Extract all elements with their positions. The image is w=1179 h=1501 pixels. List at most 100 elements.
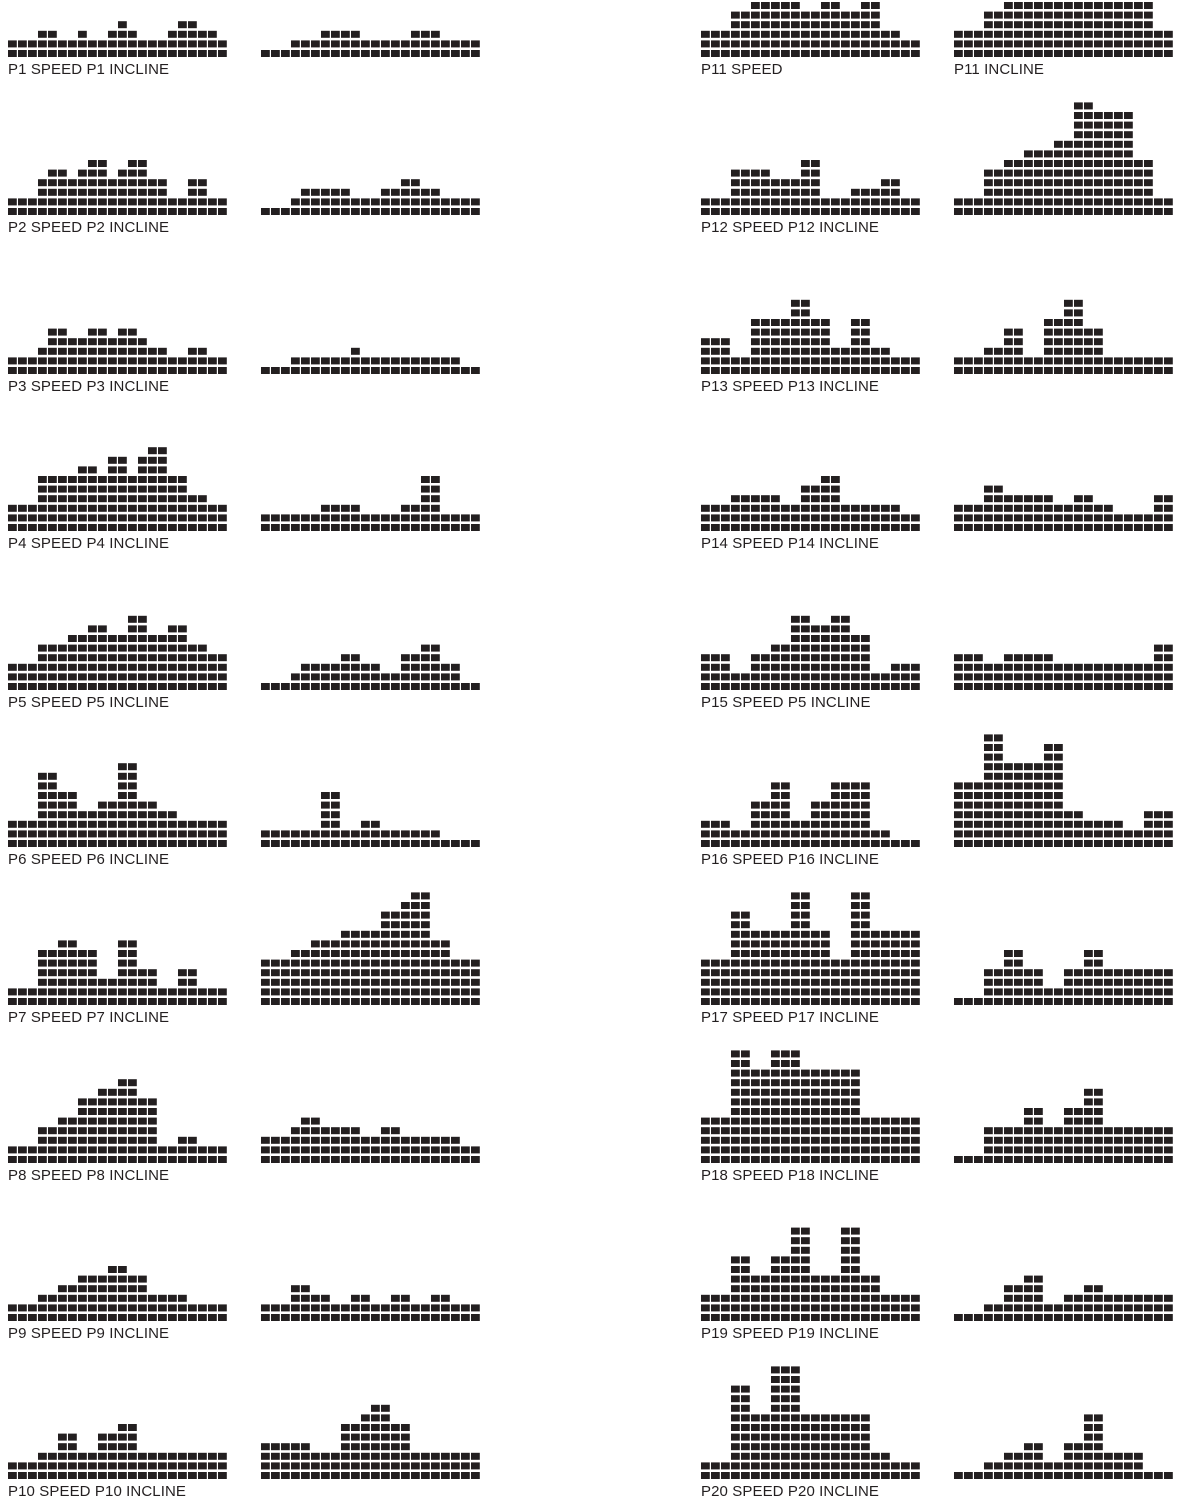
speed-cell bbox=[28, 1462, 37, 1470]
speed-cell bbox=[911, 357, 920, 365]
speed-cell bbox=[851, 921, 860, 929]
speed-cell bbox=[188, 683, 197, 690]
incline-cell bbox=[1084, 179, 1093, 187]
speed-cell bbox=[851, 188, 860, 196]
speed-cell bbox=[88, 495, 97, 503]
incline-cell bbox=[1094, 1156, 1103, 1163]
speed-bar bbox=[188, 969, 197, 1005]
incline-cell bbox=[1124, 663, 1133, 671]
speed-cell bbox=[801, 198, 810, 206]
speed-bar bbox=[138, 40, 147, 57]
speed-cell bbox=[58, 208, 67, 215]
speed-cell bbox=[58, 950, 67, 957]
speed-cell bbox=[821, 830, 830, 838]
incline-cell bbox=[1044, 801, 1053, 809]
speed-cell bbox=[138, 188, 147, 196]
p16-incline-svg bbox=[954, 734, 1173, 847]
speed-cell bbox=[841, 1227, 850, 1235]
incline-cell bbox=[984, 1472, 993, 1479]
speed-cell bbox=[48, 644, 57, 652]
p17-caption: P17 SPEED P17 INCLINE bbox=[701, 1009, 879, 1026]
incline-cell bbox=[1024, 188, 1033, 196]
speed-cell bbox=[108, 208, 117, 215]
speed-bar bbox=[771, 1050, 780, 1163]
speed-cell bbox=[198, 1304, 207, 1312]
incline-bar bbox=[1154, 811, 1163, 847]
incline-bar bbox=[1154, 495, 1163, 531]
speed-cell bbox=[821, 357, 830, 365]
speed-cell bbox=[168, 988, 177, 996]
incline-cell bbox=[1104, 140, 1113, 148]
speed-cell bbox=[128, 654, 137, 662]
speed-cell bbox=[28, 524, 37, 531]
incline-cell bbox=[1024, 772, 1033, 780]
speed-cell bbox=[128, 495, 137, 503]
speed-cell bbox=[158, 514, 167, 522]
incline-label: P6 INCLINE bbox=[86, 851, 170, 868]
incline-bar bbox=[1044, 1127, 1053, 1163]
incline-cell bbox=[974, 673, 983, 681]
speed-cell bbox=[871, 930, 880, 938]
speed-cell bbox=[891, 1146, 900, 1154]
incline-cell bbox=[391, 1443, 400, 1451]
incline-cell bbox=[1124, 367, 1133, 374]
incline-cell bbox=[381, 1472, 390, 1479]
incline-cell bbox=[964, 801, 973, 809]
incline-bar bbox=[321, 940, 330, 1005]
incline-cell bbox=[351, 663, 360, 671]
incline-cell bbox=[1094, 840, 1103, 847]
speed-cell bbox=[861, 1452, 870, 1460]
incline-cell bbox=[441, 673, 450, 681]
incline-cell bbox=[1004, 160, 1013, 167]
incline-cell bbox=[974, 50, 983, 57]
speed-cell bbox=[731, 179, 740, 187]
speed-bar bbox=[118, 635, 127, 690]
speed-cell bbox=[831, 625, 840, 633]
incline-cell bbox=[1014, 40, 1023, 48]
speed-bar bbox=[18, 504, 27, 531]
incline-cell bbox=[1014, 347, 1023, 355]
speed-cell bbox=[38, 969, 47, 977]
incline-cell bbox=[291, 988, 300, 996]
incline-cell bbox=[1044, 763, 1053, 771]
speed-cell bbox=[761, 208, 770, 215]
speed-cell bbox=[138, 625, 147, 633]
incline-cell bbox=[964, 30, 973, 38]
speed-cell bbox=[771, 1314, 780, 1321]
speed-cell bbox=[771, 1404, 780, 1412]
incline-cell bbox=[1064, 50, 1073, 57]
incline-cell bbox=[331, 940, 340, 948]
incline-bar bbox=[1004, 2, 1013, 57]
incline-cell bbox=[431, 978, 440, 986]
speed-cell bbox=[771, 367, 780, 374]
incline-cell bbox=[1034, 367, 1043, 374]
speed-cell bbox=[68, 959, 77, 967]
incline-cell bbox=[1084, 524, 1093, 531]
incline-cell bbox=[1074, 1452, 1083, 1460]
incline-cell bbox=[1144, 1127, 1153, 1135]
incline-bar bbox=[1154, 30, 1163, 57]
incline-bar bbox=[441, 940, 450, 1005]
speed-cell bbox=[781, 1366, 790, 1374]
incline-cell bbox=[1034, 663, 1043, 671]
speed-bar bbox=[128, 763, 137, 847]
incline-bar bbox=[261, 1304, 270, 1321]
speed-bar bbox=[741, 357, 750, 374]
speed-bar bbox=[911, 40, 920, 57]
speed-cell bbox=[731, 367, 740, 374]
speed-cell bbox=[58, 188, 67, 196]
speed-cell bbox=[48, 840, 57, 847]
incline-cell bbox=[401, 1462, 410, 1470]
incline-bar bbox=[301, 357, 310, 374]
speed-cell bbox=[78, 1294, 87, 1302]
speed-cell bbox=[801, 1069, 810, 1077]
speed-cell bbox=[48, 40, 57, 48]
incline-cell bbox=[974, 811, 983, 819]
incline-cell bbox=[994, 673, 1003, 681]
speed-cell bbox=[761, 319, 770, 326]
speed-cell bbox=[761, 940, 770, 948]
incline-cell bbox=[1124, 998, 1133, 1005]
speed-bar bbox=[901, 663, 910, 690]
speed-cell bbox=[741, 1069, 750, 1077]
speed-bar bbox=[158, 1146, 167, 1163]
